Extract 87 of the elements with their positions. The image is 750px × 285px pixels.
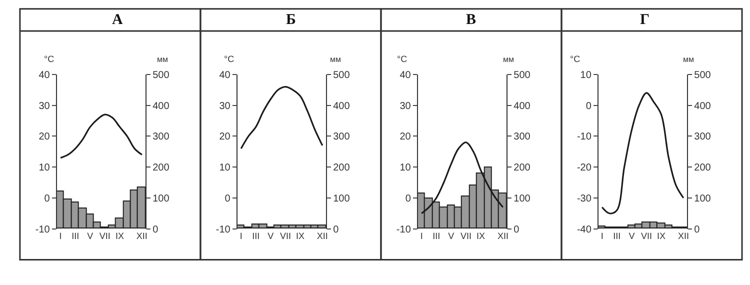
x-tick-label: VII: [99, 230, 110, 241]
y2-tick-label: 300: [152, 132, 170, 143]
y-tick-label: 30: [400, 100, 412, 112]
y2-tick-label: 400: [152, 100, 170, 112]
x-tick-label: I: [420, 230, 423, 241]
y2-tick-label: 0: [514, 224, 520, 236]
y-tick-label: -10: [396, 224, 412, 236]
y-tick-label: 0: [44, 193, 50, 204]
line-series: [240, 86, 324, 150]
y2-tick-label: 100: [333, 193, 350, 204]
y-tick-label: -10: [576, 132, 592, 143]
y-axis-title: °C: [397, 54, 408, 64]
x-tick-label: XII: [497, 230, 508, 241]
y-tick-label: 20: [400, 132, 412, 143]
y2-axis-title: мм: [330, 55, 341, 64]
y2-axis-title: мм: [157, 55, 168, 64]
y2-tick-label: 100: [152, 193, 170, 204]
y-tick-label: -20: [576, 162, 592, 174]
y2-tick-label: 500: [333, 70, 350, 81]
y2-tick-label: 100: [694, 193, 712, 204]
chart-title: Б: [286, 12, 296, 28]
x-tick-label: IX: [657, 230, 666, 241]
y2-tick-label: 300: [333, 132, 350, 143]
x-tick-label: XII: [678, 230, 689, 241]
y-axis-title: °C: [570, 54, 581, 64]
x-tick-label: VII: [280, 230, 291, 241]
x-tick-label: III: [432, 230, 440, 241]
x-tick-label: VII: [460, 230, 472, 241]
y2-tick-label: 500: [152, 70, 170, 81]
y2-tick-label: 400: [694, 100, 712, 112]
y-axis-title: °C: [224, 54, 235, 64]
y-tick-label: -30: [576, 193, 592, 204]
x-tick-label: V: [628, 230, 635, 241]
x-tick-label: IX: [296, 230, 304, 241]
x-tick-label: V: [268, 230, 274, 241]
y-tick-label: 10: [400, 162, 412, 174]
y2-tick-label: 300: [694, 132, 712, 143]
y2-tick-label: 500: [694, 70, 712, 81]
x-tick-label: III: [72, 230, 80, 241]
y-tick-label: 0: [586, 100, 592, 112]
y2-tick-label: 200: [694, 162, 712, 174]
y2-tick-label: 400: [333, 100, 350, 112]
x-tick-label: XII: [316, 230, 328, 241]
x-tick-label: IX: [115, 230, 124, 241]
y2-tick-label: 400: [514, 100, 531, 112]
y-tick-label: 10: [580, 70, 592, 81]
y2-tick-label: 0: [333, 224, 340, 236]
y2-axis-title: мм: [683, 55, 694, 64]
x-tick-label: VII: [640, 230, 652, 241]
y2-tick-label: 300: [514, 132, 531, 143]
y-tick-label: 20: [219, 132, 231, 143]
y2-tick-label: 100: [514, 193, 531, 204]
y2-tick-label: 500: [514, 70, 531, 81]
y-tick-label: 40: [38, 70, 50, 81]
y-axis-title: °C: [44, 54, 55, 64]
x-tick-label: V: [87, 230, 94, 241]
y-tick-label: 40: [400, 70, 412, 81]
y-tick-label: 0: [224, 193, 231, 204]
y-tick-label: 10: [38, 162, 50, 174]
y2-tick-label: 0: [694, 224, 700, 236]
x-tick-label: IX: [476, 230, 486, 241]
y2-axis-title: мм: [503, 55, 514, 64]
y2-tick-label: 0: [152, 224, 159, 236]
y-tick-label: 30: [38, 100, 50, 112]
chart-title: А: [112, 12, 123, 28]
y2-tick-label: 200: [333, 162, 350, 174]
y2-tick-label: 200: [152, 162, 170, 174]
y-tick-label: 0: [405, 193, 412, 204]
x-tick-label: XII: [136, 230, 148, 241]
x-tick-label: V: [448, 230, 454, 241]
x-tick-label: I: [240, 230, 242, 241]
y-tick-label: 10: [219, 162, 231, 174]
x-tick-label: I: [59, 230, 62, 241]
y-tick-label: 30: [219, 100, 231, 112]
chart-title: В: [466, 12, 476, 28]
chart-title: Г: [640, 12, 650, 28]
y2-tick-label: 200: [514, 162, 531, 174]
y-tick-label: -10: [216, 224, 231, 236]
x-tick-label: I: [600, 230, 604, 241]
x-tick-label: III: [613, 230, 621, 241]
line-series: [601, 92, 684, 214]
line-series: [60, 114, 143, 159]
y-tick-label: 20: [38, 132, 50, 143]
x-tick-label: III: [252, 230, 260, 241]
y-tick-label: -40: [576, 224, 592, 236]
y-tick-label: 40: [219, 70, 231, 81]
y-tick-label: -10: [35, 224, 50, 236]
